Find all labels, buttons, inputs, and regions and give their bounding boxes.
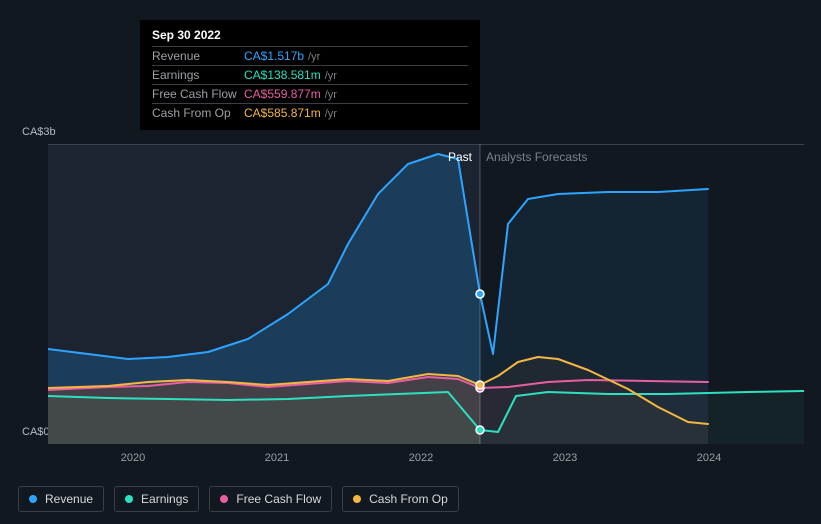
tooltip-value: CA$1.517b bbox=[244, 49, 304, 63]
tooltip-unit: /yr bbox=[325, 108, 337, 120]
tooltip-unit: /yr bbox=[308, 51, 320, 63]
legend-label: Revenue bbox=[45, 492, 93, 506]
tooltip-value: CA$559.877m bbox=[244, 87, 321, 101]
legend-dot-icon bbox=[29, 495, 37, 503]
period-labels: Past Analysts Forecasts bbox=[448, 150, 587, 164]
tooltip-date: Sep 30 2022 bbox=[152, 28, 468, 46]
tooltip-label: Revenue bbox=[152, 49, 244, 63]
legend-dot-icon bbox=[125, 495, 133, 503]
chart-plot-area[interactable]: Past Analysts Forecasts bbox=[48, 144, 804, 444]
tooltip-row-revenue: Revenue CA$1.517b /yr bbox=[152, 46, 468, 65]
tooltip-unit: /yr bbox=[325, 89, 337, 101]
legend-item-revenue[interactable]: Revenue bbox=[18, 486, 104, 512]
legend-label: Earnings bbox=[141, 492, 188, 506]
period-past-label: Past bbox=[448, 150, 472, 164]
legend-dot-icon bbox=[353, 495, 361, 503]
legend-item-free-cash-flow[interactable]: Free Cash Flow bbox=[209, 486, 332, 512]
tooltip-label: Free Cash Flow bbox=[152, 87, 244, 101]
legend-label: Cash From Op bbox=[369, 492, 448, 506]
x-tick: 2020 bbox=[121, 452, 145, 464]
legend-dot-icon bbox=[220, 495, 228, 503]
x-tick: 2023 bbox=[553, 452, 577, 464]
tooltip-row-earnings: Earnings CA$138.581m /yr bbox=[152, 65, 468, 84]
chart-svg bbox=[48, 144, 804, 444]
tooltip-label: Cash From Op bbox=[152, 106, 244, 120]
tooltip-row-fcf: Free Cash Flow CA$559.877m /yr bbox=[152, 84, 468, 103]
chart-legend: Revenue Earnings Free Cash Flow Cash From O… bbox=[18, 486, 459, 512]
tooltip-value: CA$585.871m bbox=[244, 106, 321, 120]
x-tick: 2021 bbox=[265, 452, 289, 464]
tooltip-unit: /yr bbox=[325, 70, 337, 82]
x-tick: 2024 bbox=[697, 452, 721, 464]
tooltip-row-cfo: Cash From Op CA$585.871m /yr bbox=[152, 103, 468, 122]
chart-tooltip: Sep 30 2022 Revenue CA$1.517b /yr Earnin… bbox=[140, 20, 480, 130]
legend-item-earnings[interactable]: Earnings bbox=[114, 486, 199, 512]
y-tick-top: CA$3b bbox=[22, 126, 56, 138]
tooltip-value: CA$138.581m bbox=[244, 68, 321, 82]
legend-item-cash-from-op[interactable]: Cash From Op bbox=[342, 486, 459, 512]
legend-label: Free Cash Flow bbox=[236, 492, 321, 506]
x-tick: 2022 bbox=[409, 452, 433, 464]
tooltip-label: Earnings bbox=[152, 68, 244, 82]
period-forecast-label: Analysts Forecasts bbox=[486, 150, 587, 164]
